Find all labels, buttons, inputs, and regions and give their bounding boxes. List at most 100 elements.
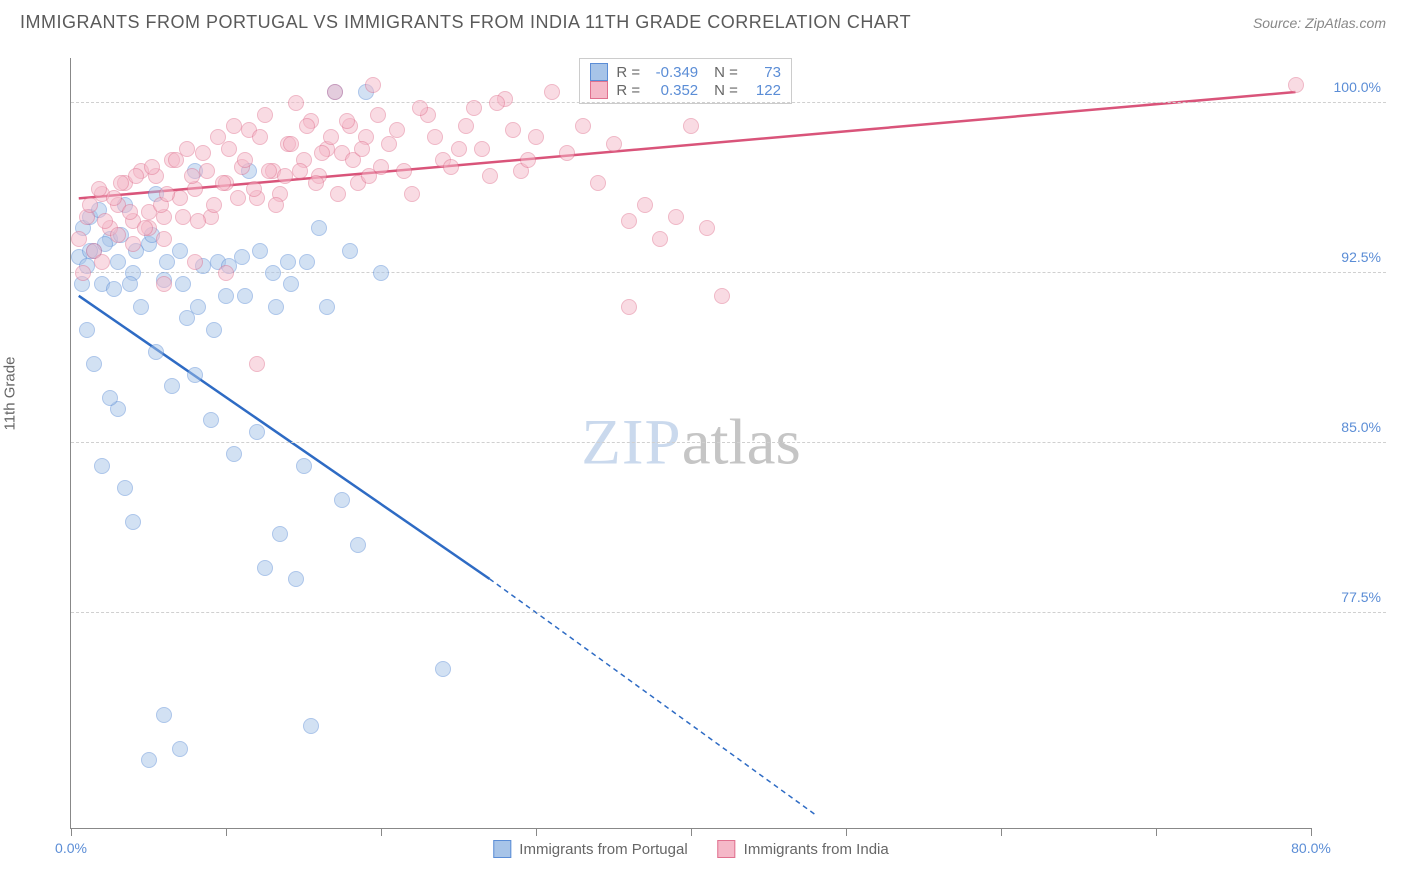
data-point	[190, 213, 206, 229]
x-tick	[226, 828, 227, 836]
data-point	[184, 168, 200, 184]
data-point	[133, 299, 149, 315]
y-tick-label: 92.5%	[1341, 249, 1381, 265]
data-point	[350, 537, 366, 553]
data-point	[168, 152, 184, 168]
bottom-legend-portugal: Immigrants from Portugal	[493, 840, 687, 858]
data-point	[218, 265, 234, 281]
data-point	[195, 145, 211, 161]
data-point	[637, 197, 653, 213]
data-point	[122, 204, 138, 220]
data-point	[246, 181, 262, 197]
data-point	[187, 181, 203, 197]
gridline	[71, 612, 1386, 613]
data-point	[187, 254, 203, 270]
data-point	[621, 213, 637, 229]
y-tick-label: 77.5%	[1341, 589, 1381, 605]
data-point	[466, 100, 482, 116]
data-point	[277, 168, 293, 184]
data-point	[159, 254, 175, 270]
data-point	[292, 163, 308, 179]
data-point	[156, 276, 172, 292]
data-point	[606, 136, 622, 152]
data-point	[354, 141, 370, 157]
data-point	[303, 718, 319, 734]
bottom-swatch-portugal	[493, 840, 511, 858]
data-point	[482, 168, 498, 184]
data-point	[257, 560, 273, 576]
data-point	[288, 571, 304, 587]
data-point	[435, 661, 451, 677]
data-point	[427, 129, 443, 145]
data-point	[206, 322, 222, 338]
plot-area: ZIPatlas R = -0.349 N = 73 R = 0.352 N =…	[70, 58, 1311, 829]
trend-lines	[71, 58, 1311, 828]
data-point	[528, 129, 544, 145]
data-point	[699, 220, 715, 236]
data-point	[544, 84, 560, 100]
data-point	[683, 118, 699, 134]
x-tick	[1156, 828, 1157, 836]
data-point	[458, 118, 474, 134]
data-point	[175, 209, 191, 225]
data-point	[237, 152, 253, 168]
data-point	[327, 84, 343, 100]
data-point	[125, 236, 141, 252]
x-tick	[381, 828, 382, 836]
data-point	[97, 213, 113, 229]
data-point	[110, 254, 126, 270]
data-point	[71, 231, 87, 247]
data-point	[252, 129, 268, 145]
x-tick	[1001, 828, 1002, 836]
data-point	[474, 141, 490, 157]
legend-n-label: N =	[714, 82, 738, 99]
data-point	[296, 458, 312, 474]
y-axis-label: 11th Grade	[2, 357, 19, 431]
data-point	[272, 526, 288, 542]
legend-n-value-portugal: 73	[746, 64, 781, 81]
data-point	[148, 344, 164, 360]
data-point	[218, 288, 234, 304]
legend-r-value-india: 0.352	[648, 82, 698, 99]
bottom-legend: Immigrants from Portugal Immigrants from…	[493, 840, 888, 858]
data-point	[1288, 77, 1304, 93]
data-point	[252, 243, 268, 259]
y-tick-label: 100.0%	[1334, 79, 1381, 95]
data-point	[339, 113, 355, 129]
data-point	[249, 356, 265, 372]
data-point	[314, 145, 330, 161]
x-tick	[1311, 828, 1312, 836]
legend-r-label: R =	[616, 82, 640, 99]
x-tick	[846, 828, 847, 836]
bottom-legend-label-india: Immigrants from India	[744, 841, 889, 858]
data-point	[164, 378, 180, 394]
data-point	[75, 265, 91, 281]
data-point	[319, 299, 335, 315]
data-point	[365, 77, 381, 93]
data-point	[106, 190, 122, 206]
chart-container: 11th Grade ZIPatlas R = -0.349 N = 73 R …	[20, 44, 1386, 874]
source-attribution: Source: ZipAtlas.com	[1253, 15, 1386, 31]
data-point	[288, 95, 304, 111]
data-point	[94, 254, 110, 270]
data-point	[91, 181, 107, 197]
data-point	[187, 367, 203, 383]
legend-r-label: R =	[616, 64, 640, 81]
legend-row-portugal: R = -0.349 N = 73	[590, 63, 781, 81]
data-point	[311, 220, 327, 236]
data-point	[334, 492, 350, 508]
data-point	[265, 265, 281, 281]
data-point	[141, 752, 157, 768]
data-point	[652, 231, 668, 247]
data-point	[261, 163, 277, 179]
x-tick	[691, 828, 692, 836]
data-point	[226, 446, 242, 462]
data-point	[249, 424, 265, 440]
data-point	[172, 243, 188, 259]
data-point	[128, 168, 144, 184]
data-point	[714, 288, 730, 304]
data-point	[237, 288, 253, 304]
data-point	[94, 458, 110, 474]
data-point	[590, 175, 606, 191]
data-point	[283, 136, 299, 152]
